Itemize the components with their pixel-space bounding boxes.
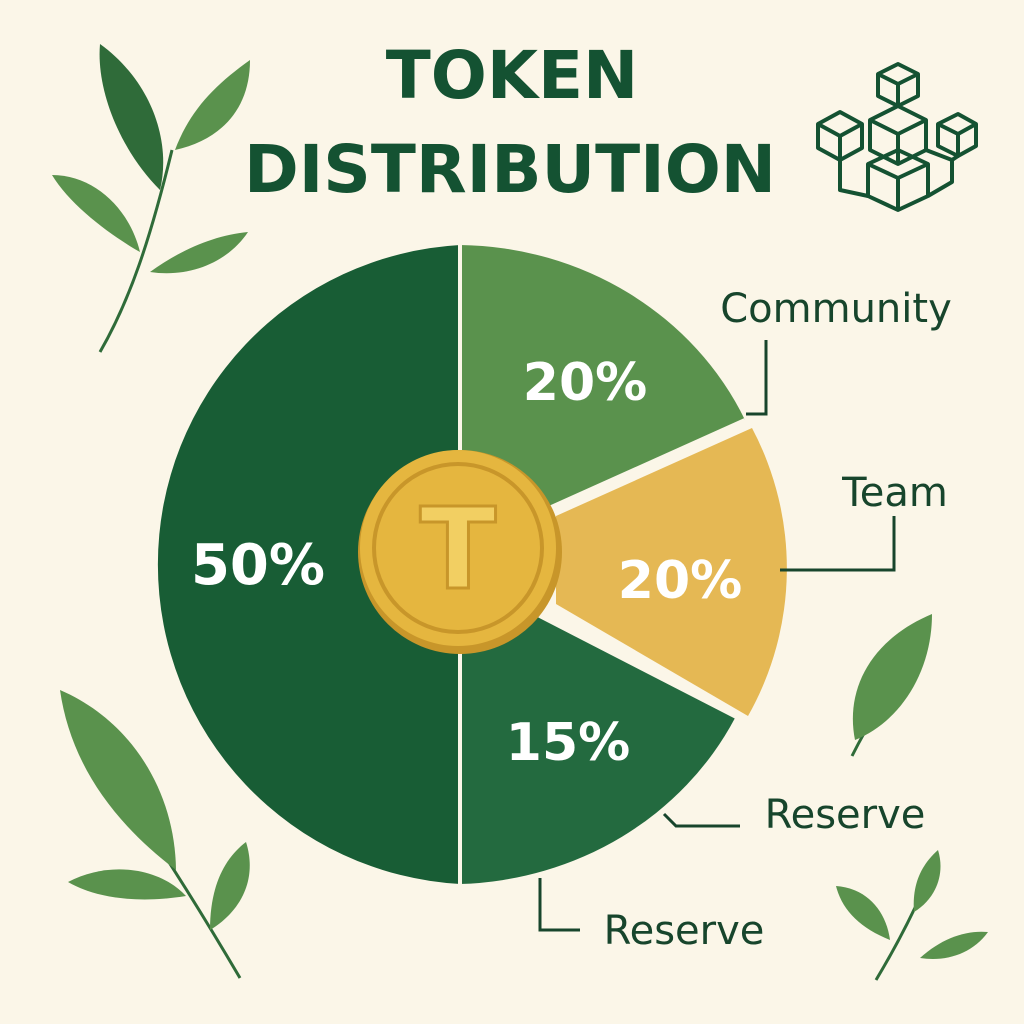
legend-label-reserve: Reserve xyxy=(765,792,926,838)
pie-slices xyxy=(157,245,787,884)
coin-letter: T xyxy=(420,485,496,615)
leaf-branch-bottom-right-icon xyxy=(836,850,988,981)
legend-label-community: Community xyxy=(720,286,952,332)
chart-title-line-1: TOKEN xyxy=(386,37,639,114)
blockchain-cubes-icon xyxy=(816,62,978,212)
legend-label-team: Team xyxy=(841,470,948,516)
data-label-reserve: 15% xyxy=(506,713,630,773)
leaf-branch-top-left-icon xyxy=(52,44,250,353)
leaf-branch-bottom-left-icon xyxy=(60,690,250,979)
pie-slice-50 xyxy=(157,245,460,884)
data-label-team: 20% xyxy=(618,551,742,611)
pie-slice-community xyxy=(460,245,745,548)
pie-slice-reserve xyxy=(460,575,735,884)
data-label-community: 20% xyxy=(523,353,647,413)
legend-label-reserve-extra: Reserve xyxy=(604,908,765,954)
chart-title-line-2: DISTRIBUTION xyxy=(244,131,776,208)
pie-slice-team xyxy=(556,428,787,716)
data-label-50: 50% xyxy=(191,533,325,598)
leaf-right-icon xyxy=(850,614,932,757)
leader-lines xyxy=(538,340,896,932)
token-coin-icon: T xyxy=(358,450,562,654)
